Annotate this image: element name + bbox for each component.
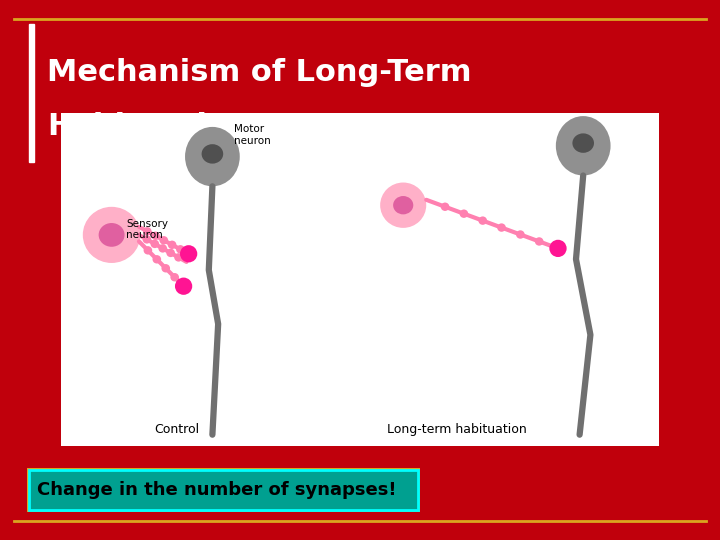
Bar: [29, 470, 418, 510]
Ellipse shape: [83, 207, 140, 263]
Ellipse shape: [459, 210, 468, 218]
Ellipse shape: [150, 240, 159, 248]
Ellipse shape: [151, 232, 160, 240]
Ellipse shape: [143, 246, 152, 254]
Ellipse shape: [160, 236, 168, 245]
Text: Motor
neuron: Motor neuron: [234, 124, 271, 146]
Ellipse shape: [143, 227, 152, 235]
Ellipse shape: [143, 235, 151, 244]
Ellipse shape: [168, 241, 176, 249]
Text: Control: Control: [154, 423, 199, 436]
Ellipse shape: [498, 224, 506, 232]
Text: Mechanism of Long-Term: Mechanism of Long-Term: [47, 58, 472, 87]
Ellipse shape: [161, 264, 170, 273]
Ellipse shape: [478, 217, 487, 225]
Ellipse shape: [535, 237, 544, 246]
Bar: [29, 24, 34, 162]
Ellipse shape: [572, 133, 594, 153]
Ellipse shape: [556, 116, 611, 176]
Text: Habituation: Habituation: [47, 112, 249, 141]
Ellipse shape: [176, 245, 185, 253]
Ellipse shape: [180, 245, 197, 262]
Text: Change in the number of synapses!: Change in the number of synapses!: [37, 481, 397, 499]
Text: Long-term habituation: Long-term habituation: [387, 423, 527, 436]
Ellipse shape: [99, 223, 125, 247]
Ellipse shape: [549, 240, 567, 257]
Ellipse shape: [175, 278, 192, 295]
Ellipse shape: [202, 144, 223, 164]
Ellipse shape: [516, 230, 525, 239]
Ellipse shape: [153, 255, 161, 264]
Ellipse shape: [380, 183, 426, 228]
Bar: [61, 113, 659, 446]
Ellipse shape: [158, 244, 167, 253]
Ellipse shape: [185, 127, 240, 186]
Text: Sensory
neuron: Sensory neuron: [126, 219, 168, 240]
Ellipse shape: [393, 196, 413, 214]
Ellipse shape: [171, 273, 179, 281]
Ellipse shape: [441, 202, 449, 211]
Ellipse shape: [174, 253, 183, 261]
Ellipse shape: [166, 249, 175, 257]
Bar: [27, 468, 420, 512]
